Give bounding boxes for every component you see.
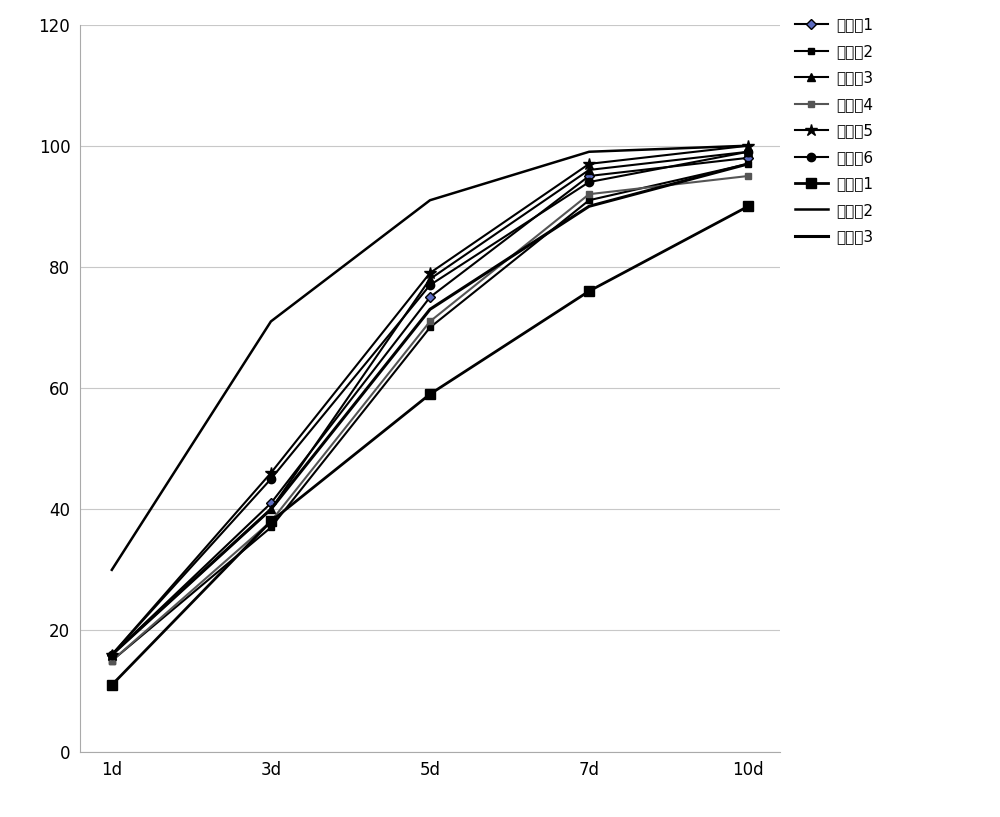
实施例3	[424, 275, 436, 284]
实施例2	[265, 523, 277, 533]
实施例6	[265, 474, 277, 484]
Line: 实施例6: 实施例6	[108, 148, 752, 659]
实施例3	[106, 650, 118, 659]
对比例2	[742, 141, 754, 150]
实施例2	[742, 159, 754, 169]
对比例2	[265, 316, 277, 326]
实施例1	[106, 650, 118, 659]
实施例3	[583, 165, 595, 175]
实施例5	[742, 141, 754, 150]
Legend: 实施例1, 实施例2, 实施例3, 实施例4, 实施例5, 实施例6, 对比例1, 对比例2, 对比例3: 实施例1, 实施例2, 实施例3, 实施例4, 实施例5, 实施例6, 对比例1…	[795, 18, 873, 244]
Line: 对比例3: 对比例3	[112, 164, 748, 654]
Line: 对比例1: 对比例1	[107, 202, 753, 690]
实施例3	[265, 504, 277, 514]
实施例4	[106, 656, 118, 666]
Line: 实施例2: 实施例2	[108, 160, 752, 664]
实施例6	[742, 147, 754, 157]
Line: 对比例2: 对比例2	[112, 145, 748, 570]
实施例5	[583, 159, 595, 169]
对比例3	[583, 202, 595, 212]
实施例5	[424, 268, 436, 278]
实施例1	[742, 153, 754, 163]
实施例5	[265, 468, 277, 478]
对比例3	[265, 504, 277, 514]
实施例3	[742, 147, 754, 157]
Line: 实施例4: 实施例4	[108, 172, 752, 664]
对比例2	[583, 147, 595, 157]
实施例6	[106, 650, 118, 659]
实施例2	[106, 656, 118, 666]
对比例3	[106, 650, 118, 659]
对比例3	[742, 159, 754, 169]
实施例4	[424, 316, 436, 326]
实施例6	[583, 177, 595, 187]
实施例4	[583, 190, 595, 199]
Line: 实施例3: 实施例3	[108, 148, 752, 659]
实施例6	[424, 280, 436, 290]
对比例1	[583, 286, 595, 296]
实施例2	[424, 323, 436, 333]
Line: 实施例1: 实施例1	[108, 154, 752, 659]
实施例1	[424, 292, 436, 302]
对比例2	[106, 565, 118, 575]
实施例1	[583, 171, 595, 181]
对比例2	[424, 195, 436, 205]
实施例1	[265, 498, 277, 508]
对比例1	[742, 202, 754, 212]
对比例3	[424, 305, 436, 315]
Line: 实施例5: 实施例5	[106, 140, 754, 661]
实施例4	[742, 171, 754, 181]
实施例5	[106, 650, 118, 659]
实施例4	[265, 516, 277, 526]
对比例1	[265, 516, 277, 526]
对比例1	[424, 389, 436, 399]
对比例1	[106, 680, 118, 690]
实施例2	[583, 195, 595, 205]
